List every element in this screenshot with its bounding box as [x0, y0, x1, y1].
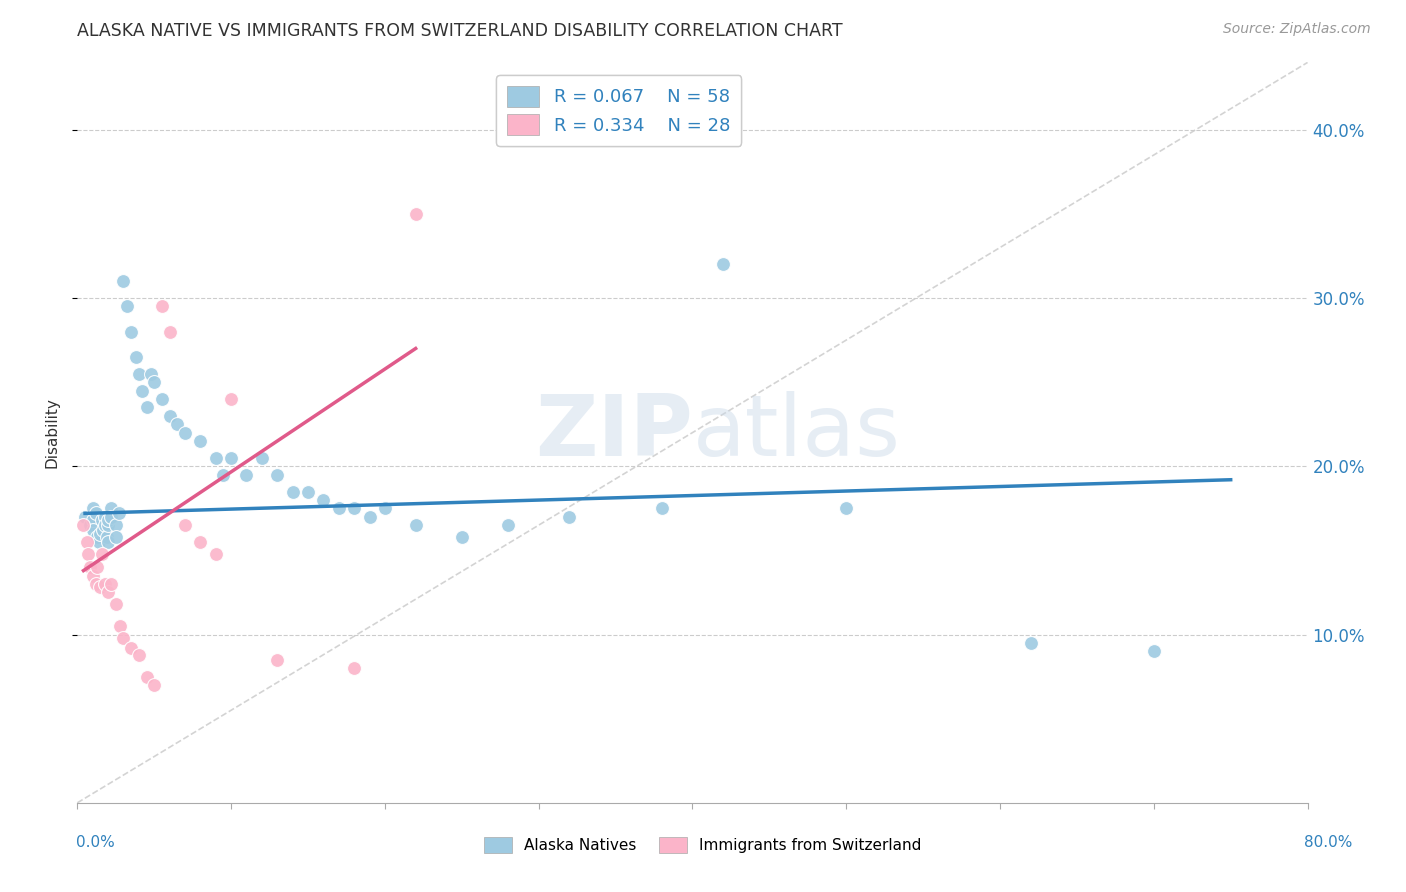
Point — [79, 518, 101, 533]
Point — [76, 535, 98, 549]
Point — [143, 678, 166, 692]
Point — [128, 648, 150, 662]
Point — [104, 530, 127, 544]
Text: atlas: atlas — [693, 391, 900, 475]
Point — [90, 547, 114, 561]
Point — [150, 300, 173, 314]
Text: ZIP: ZIP — [534, 391, 693, 475]
Point — [94, 509, 117, 524]
Point — [120, 640, 142, 655]
Text: ALASKA NATIVE VS IMMIGRANTS FROM SWITZERLAND DISABILITY CORRELATION CHART: ALASKA NATIVE VS IMMIGRANTS FROM SWITZER… — [77, 22, 844, 40]
Point — [128, 367, 150, 381]
Point — [104, 597, 127, 611]
Point — [1143, 644, 1166, 658]
Point — [125, 350, 148, 364]
Point — [115, 300, 138, 314]
Point — [82, 523, 104, 537]
Point — [89, 526, 111, 541]
Point — [328, 501, 350, 516]
Point — [135, 401, 157, 415]
Point — [312, 492, 335, 507]
Point — [343, 661, 366, 675]
Point — [96, 530, 118, 544]
Point — [250, 450, 273, 465]
Point — [108, 507, 131, 521]
Point — [82, 513, 104, 527]
Point — [496, 518, 519, 533]
Point — [405, 518, 427, 533]
Point — [235, 467, 257, 482]
Point — [100, 501, 122, 516]
Point — [100, 509, 122, 524]
Y-axis label: Disability: Disability — [44, 397, 59, 468]
Point — [297, 484, 319, 499]
Point — [97, 513, 120, 527]
Point — [711, 257, 734, 271]
Point — [651, 501, 673, 516]
Point — [97, 535, 120, 549]
Point — [72, 518, 94, 533]
Point — [150, 392, 173, 406]
Point — [97, 518, 120, 533]
Point — [359, 509, 381, 524]
Point — [219, 392, 242, 406]
Point — [450, 530, 472, 544]
Point — [90, 513, 114, 527]
Point — [204, 450, 226, 465]
Point — [94, 577, 117, 591]
Point — [1019, 636, 1042, 650]
Point — [120, 325, 142, 339]
Point — [343, 501, 366, 516]
Point — [188, 535, 212, 549]
Point — [141, 367, 163, 381]
Point — [89, 581, 111, 595]
Text: Source: ZipAtlas.com: Source: ZipAtlas.com — [1223, 22, 1371, 37]
Point — [374, 501, 396, 516]
Point — [219, 450, 242, 465]
Point — [104, 518, 127, 533]
Point — [79, 560, 101, 574]
Point — [100, 577, 122, 591]
Legend: Alaska Natives, Immigrants from Switzerland: Alaska Natives, Immigrants from Switzerl… — [478, 831, 928, 859]
Point — [77, 547, 100, 561]
Point — [266, 467, 288, 482]
Point — [112, 274, 135, 288]
Point — [166, 417, 188, 432]
Point — [159, 325, 181, 339]
Legend: R = 0.067    N = 58, R = 0.334    N = 28: R = 0.067 N = 58, R = 0.334 N = 28 — [496, 75, 741, 145]
Point — [84, 577, 107, 591]
Point — [94, 518, 117, 533]
Point — [131, 384, 153, 398]
Point — [204, 547, 226, 561]
Point — [174, 518, 197, 533]
Point — [266, 653, 288, 667]
Point — [84, 507, 107, 521]
Point — [97, 585, 120, 599]
Point — [86, 530, 108, 544]
Point — [174, 425, 197, 440]
Text: 0.0%: 0.0% — [76, 836, 115, 850]
Point — [835, 501, 858, 516]
Point — [112, 631, 135, 645]
Point — [82, 501, 104, 516]
Point — [135, 670, 157, 684]
Point — [212, 467, 235, 482]
Point — [110, 619, 132, 633]
Point — [93, 523, 115, 537]
Point — [73, 509, 96, 524]
Point — [86, 560, 108, 574]
Point — [143, 375, 166, 389]
Point — [87, 535, 110, 549]
Point — [82, 568, 104, 582]
Point — [159, 409, 181, 423]
Point — [405, 207, 427, 221]
Text: 80.0%: 80.0% — [1305, 836, 1353, 850]
Point — [281, 484, 304, 499]
Point — [558, 509, 581, 524]
Point — [188, 434, 212, 448]
